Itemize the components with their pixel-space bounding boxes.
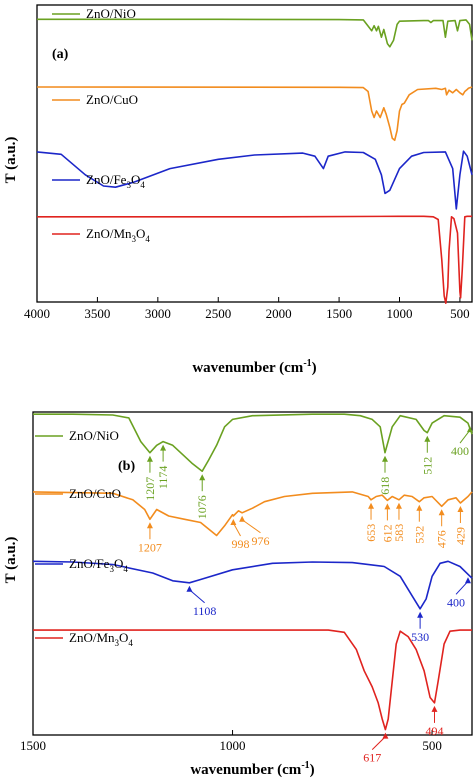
annotation-label: 976 xyxy=(251,534,269,548)
annotation-label: 1174 xyxy=(156,466,170,490)
annotation-arrow xyxy=(232,522,241,537)
annotation-label: 618 xyxy=(378,477,392,495)
series-line-nio xyxy=(37,18,473,48)
annotation-arrowhead xyxy=(146,455,153,462)
annotation-arrowhead xyxy=(431,705,438,712)
annotation-label: 583 xyxy=(392,524,406,542)
series-line-nio xyxy=(33,413,473,472)
annotation-arrowhead xyxy=(465,577,472,584)
annotation-label: 617 xyxy=(363,751,381,765)
annotation-arrowhead xyxy=(384,503,391,510)
annotation-arrowhead xyxy=(160,444,167,451)
series-line-cuo xyxy=(36,86,473,142)
x-axis-label: wavenumber (cm-1) xyxy=(192,358,316,376)
annotation-arrow xyxy=(371,736,386,751)
x-tick-label: 1000 xyxy=(220,738,246,753)
legend-entry: ZnO/Mn3O4 xyxy=(69,630,133,648)
annotation-arrowhead xyxy=(199,474,206,481)
series-line-cuo xyxy=(32,491,473,537)
annotation-arrowhead xyxy=(381,455,388,462)
legend-entry: ZnO/NiO xyxy=(86,6,136,21)
series-line-mn xyxy=(33,629,472,731)
annotation-label: 530 xyxy=(411,630,429,644)
panel-label: (b) xyxy=(118,459,135,474)
panel-label: (a) xyxy=(52,47,69,62)
legend-entry: ZnO/NiO xyxy=(69,428,119,443)
annotation-arrowhead xyxy=(467,426,474,433)
panel-a: 4000 3500 3000 2500 2000 1500 1000 500 wavenumbe… xyxy=(24,4,473,376)
legend-entry: ZnO/Fe3O4 xyxy=(69,556,128,574)
annotation-label: 400 xyxy=(447,595,465,609)
y-axis-label-bottom: T (a.u.) xyxy=(3,537,19,584)
plot-frame xyxy=(36,4,473,303)
annotation-label: 653 xyxy=(364,524,378,542)
annotation-arrowhead xyxy=(438,509,445,516)
annotation-arrowhead xyxy=(368,502,375,509)
x-tick-label: 4000 xyxy=(24,306,50,321)
annotation-arrowhead xyxy=(230,519,237,525)
annotation-arrowhead xyxy=(424,435,431,442)
annotation-arrow xyxy=(455,580,469,595)
legend-entry: ZnO/Mn3O4 xyxy=(86,226,150,244)
annotation-arrow xyxy=(189,589,205,604)
series-line-mn xyxy=(37,215,472,304)
annotation-label: 1108 xyxy=(193,604,217,618)
annotation-label: 429 xyxy=(453,527,467,545)
annotation-label: 1207 xyxy=(143,477,157,501)
series-line-fe xyxy=(36,150,473,210)
annotation-label: 400 xyxy=(451,444,469,458)
x-tick-label: 500 xyxy=(450,306,470,321)
x-tick-label: 2000 xyxy=(266,306,292,321)
annotation-arrow xyxy=(241,519,261,534)
annotation-label: 612 xyxy=(380,524,394,542)
x-tick-label: 2500 xyxy=(205,306,231,321)
x-tick-label: 1500 xyxy=(326,306,352,321)
legend-entry: ZnO/CuO xyxy=(69,486,121,501)
x-tick-label: 3500 xyxy=(84,306,110,321)
panel-b: 1500 1000 500 wavenumber (cm-1) (b) ZnO/NiO Zn… xyxy=(20,411,474,778)
annotation-arrow xyxy=(459,429,471,444)
annotation-arrowhead xyxy=(395,502,402,509)
legend-entry: ZnO/Fe3O4 xyxy=(86,172,145,190)
annotation-label: 1207 xyxy=(138,540,162,554)
legend-entry: ZnO/CuO xyxy=(86,92,138,107)
annotation-label: 494 xyxy=(425,724,443,738)
annotation-arrowhead xyxy=(417,611,424,618)
annotation-arrowhead xyxy=(186,585,193,592)
annotation-arrowhead xyxy=(416,504,423,511)
x-tick-label: 3000 xyxy=(145,306,171,321)
annotation-label: 476 xyxy=(435,530,449,548)
annotation-label: 1076 xyxy=(195,495,209,519)
annotation-arrowhead xyxy=(457,506,464,512)
series-line-fe xyxy=(32,560,473,610)
annotation-arrowhead xyxy=(382,732,389,739)
annotation-arrowhead xyxy=(239,515,246,522)
annotation-label: 998 xyxy=(232,537,250,551)
annotation-label: 512 xyxy=(420,457,434,475)
annotation-arrowhead xyxy=(146,522,153,529)
y-axis-label-top: T (a.u.) xyxy=(3,137,19,184)
x-axis-label: wavenumber (cm-1) xyxy=(190,760,314,778)
x-tick-label: 500 xyxy=(422,738,442,753)
x-tick-label: 1000 xyxy=(387,306,413,321)
plot-frame xyxy=(32,411,473,736)
x-tick-label: 1500 xyxy=(20,738,46,753)
annotation-label: 532 xyxy=(412,526,426,544)
